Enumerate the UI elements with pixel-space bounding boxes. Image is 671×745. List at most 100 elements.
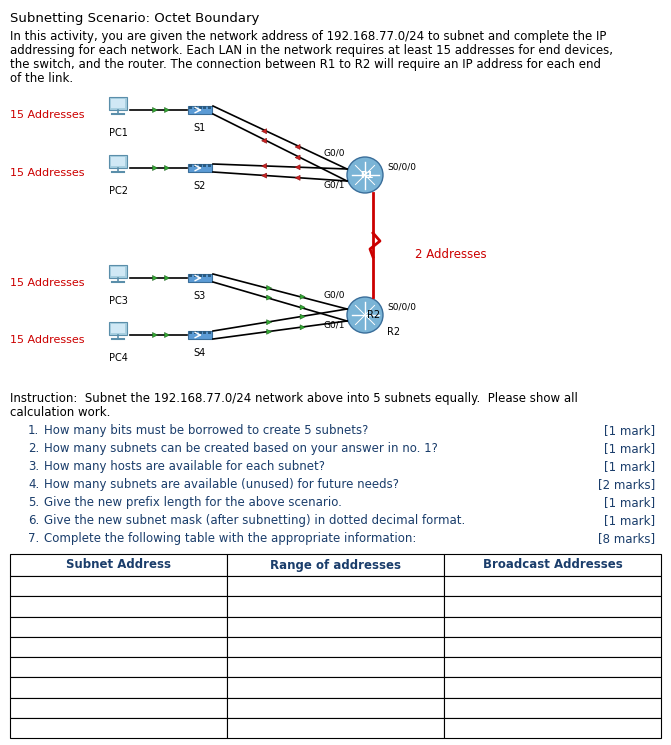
Bar [188,164,212,172]
Polygon shape [152,107,158,112]
Bar [111,99,125,108]
Bar [109,323,127,335]
Bar [109,155,127,168]
Text: R2: R2 [367,310,380,320]
Text: Instruction:  Subnet the 192.168.77.0/24 network above into 5 subnets equally.  : Instruction: Subnet the 192.168.77.0/24 … [10,392,578,405]
Bar [188,331,212,339]
Bar [227,576,444,596]
Text: PC2: PC2 [109,186,127,196]
Polygon shape [164,107,170,112]
Polygon shape [164,332,170,337]
Text: [1 mark]: [1 mark] [604,496,655,509]
Bar [227,596,444,617]
Text: 15 Addresses: 15 Addresses [10,110,85,120]
Polygon shape [295,175,300,180]
Text: calculation work.: calculation work. [10,406,110,419]
Text: 2.: 2. [28,442,39,455]
Bar [227,677,444,697]
Text: S2: S2 [194,181,206,191]
Text: 7.: 7. [28,532,39,545]
Text: How many subnets are available (unused) for future needs?: How many subnets are available (unused) … [44,478,399,491]
Text: 15 Addresses: 15 Addresses [10,168,85,178]
Text: PC4: PC4 [109,353,127,363]
Text: Complete the following table with the appropriate information:: Complete the following table with the ap… [44,532,417,545]
Text: 2 Addresses: 2 Addresses [415,249,486,261]
Text: 15 Addresses: 15 Addresses [10,278,85,288]
Bar [227,554,444,576]
Bar [194,164,197,167]
Text: How many bits must be borrowed to create 5 subnets?: How many bits must be borrowed to create… [44,424,368,437]
Bar [203,164,206,167]
Text: PC3: PC3 [109,296,127,306]
Bar [189,164,192,167]
Bar [194,106,197,109]
Bar [227,617,444,637]
Text: 15 Addresses: 15 Addresses [10,335,85,345]
Polygon shape [164,276,170,281]
Bar [444,717,661,738]
Text: Give the new prefix length for the above scenario.: Give the new prefix length for the above… [44,496,342,509]
Polygon shape [300,325,305,330]
Bar [10,717,227,738]
Polygon shape [152,165,158,171]
Bar [194,274,197,277]
Polygon shape [262,129,266,133]
Bar [188,106,212,114]
Polygon shape [262,139,266,143]
Text: S0/0/0: S0/0/0 [387,302,416,311]
Bar [10,657,227,677]
Bar [208,331,211,334]
Text: S4: S4 [194,348,206,358]
Polygon shape [262,173,266,178]
Bar [208,164,211,167]
Text: Give the new subnet mask (after subnetting) in dotted decimal format.: Give the new subnet mask (after subnetti… [44,514,465,527]
Polygon shape [266,285,272,291]
Text: [1 mark]: [1 mark] [604,424,655,437]
Bar [227,697,444,717]
Text: 6.: 6. [28,514,39,527]
Text: [1 mark]: [1 mark] [604,514,655,527]
Bar [10,697,227,717]
Text: S1: S1 [194,123,206,133]
Bar [10,576,227,596]
Bar [444,657,661,677]
Bar [199,106,201,109]
Bar [444,677,661,697]
Text: [8 marks]: [8 marks] [598,532,655,545]
Bar [208,274,211,277]
Text: 1.: 1. [28,424,39,437]
Text: G0/1: G0/1 [323,180,345,189]
Bar [203,274,206,277]
Bar [227,637,444,657]
Text: R2: R2 [387,327,400,337]
Polygon shape [152,276,158,281]
Text: R1: R1 [360,171,374,180]
Bar [444,576,661,596]
Text: How many hosts are available for each subnet?: How many hosts are available for each su… [44,460,325,473]
Text: 4.: 4. [28,478,39,491]
Bar [203,106,206,109]
Text: How many subnets can be created based on your answer in no. 1?: How many subnets can be created based on… [44,442,438,455]
Text: addressing for each network. Each LAN in the network requires at least 15 addres: addressing for each network. Each LAN in… [10,44,613,57]
Polygon shape [300,294,305,299]
Polygon shape [266,320,272,325]
Text: G0/0: G0/0 [323,148,345,157]
Text: Subnet Address: Subnet Address [66,559,171,571]
Polygon shape [300,305,305,310]
Bar [188,274,212,282]
Circle shape [347,297,383,333]
Text: Broadcast Addresses: Broadcast Addresses [482,559,623,571]
Bar [199,164,201,167]
Bar [10,596,227,617]
Bar [109,265,127,278]
Polygon shape [152,332,158,337]
Bar [111,267,125,276]
Text: 3.: 3. [28,460,39,473]
Polygon shape [266,295,272,300]
Bar [189,106,192,109]
Text: G0/1: G0/1 [323,320,345,329]
Bar [10,637,227,657]
Bar [10,554,227,576]
Text: R1: R1 [360,171,374,180]
Bar [444,617,661,637]
